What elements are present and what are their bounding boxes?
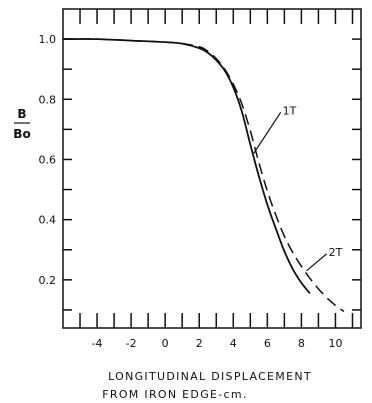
- x-axis-title-line2: FROM IRON EDGE-cm.: [102, 388, 247, 401]
- annotation-label: 1T: [283, 104, 297, 117]
- series-line-2t: [63, 39, 344, 311]
- x-tick-label: 4: [230, 337, 237, 350]
- ylabel-numerator: B: [17, 107, 26, 121]
- x-axis-title-line1: LONGITUDINAL DISPLACEMENT: [108, 370, 312, 383]
- y-tick-label: 0.6: [39, 153, 57, 166]
- y-tick-label: 0.2: [39, 274, 57, 287]
- annotation-label: 2T: [329, 246, 343, 259]
- ylabel-denominator: Bo: [13, 127, 30, 141]
- y-tick-label: 1.0: [39, 33, 57, 46]
- x-tick-label: 8: [298, 337, 305, 350]
- x-tick-label: -2: [126, 337, 137, 350]
- annotation-leader: [254, 112, 281, 153]
- series-line-1t: [63, 39, 310, 293]
- y-tick-label: 0.8: [39, 93, 57, 106]
- x-tick-label: 6: [264, 337, 271, 350]
- x-tick-label: 10: [328, 337, 342, 350]
- x-tick-label: -4: [92, 337, 103, 350]
- y-axis-label: B Bo: [13, 107, 30, 141]
- annotation-leader: [307, 254, 327, 271]
- y-tick-label: 0.4: [39, 214, 57, 227]
- x-tick-label: 2: [196, 337, 203, 350]
- x-tick-label: 0: [162, 337, 169, 350]
